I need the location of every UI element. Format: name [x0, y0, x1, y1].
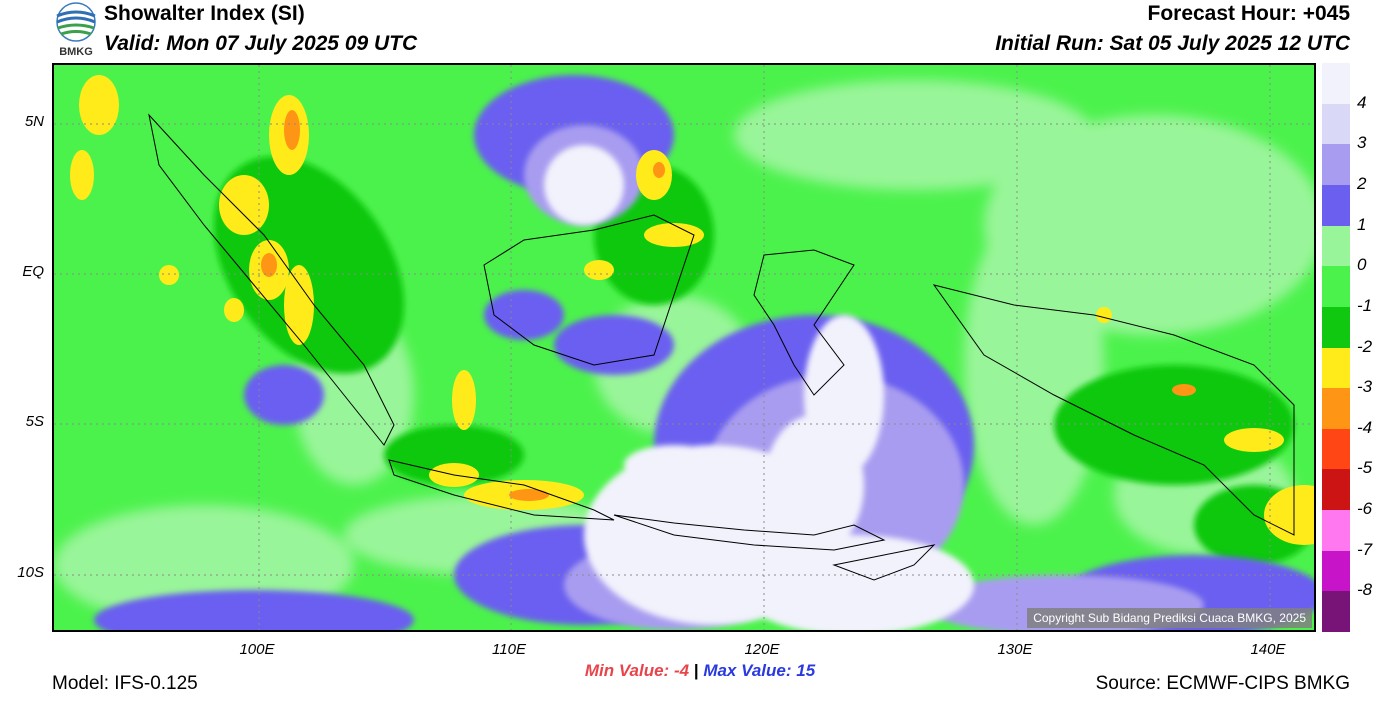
colorbar-segment	[1322, 144, 1350, 186]
colorbar-label: -7	[1357, 539, 1373, 559]
max-value: 15	[796, 661, 816, 680]
colorbar-segment	[1322, 388, 1350, 430]
white-zone	[544, 145, 974, 630]
colorbar-label: -3	[1357, 377, 1373, 397]
lon-tick-120e: 120E	[744, 641, 780, 658]
lon-tick-130e: 130E	[997, 641, 1033, 658]
colorbar-label: 3	[1357, 133, 1367, 153]
min-value: -4	[673, 661, 690, 680]
colorbar-label: -6	[1357, 499, 1373, 519]
colorbar	[1322, 63, 1350, 633]
colorbar-segment	[1322, 63, 1350, 105]
copyright-notice: Copyright Sub Bidang Prediksi Cuaca BMKG…	[1027, 608, 1312, 628]
colorbar-segment	[1322, 225, 1350, 267]
map-panel: Copyright Sub Bidang Prediksi Cuaca BMKG…	[52, 63, 1316, 632]
colorbar-segment	[1322, 550, 1350, 592]
colorbar-segment	[1322, 266, 1350, 308]
graticule	[54, 65, 1314, 630]
lat-tick-eq: EQ	[22, 263, 44, 280]
chart-title: Showalter Index (SI)	[104, 2, 305, 25]
colorbar-label: 2	[1357, 173, 1367, 193]
colorbar-segment	[1322, 591, 1350, 633]
lon-tick-100e: 100E	[239, 641, 275, 658]
min-max-readout: Min Value: -4 | Max Value: 15	[0, 661, 1400, 681]
max-value-label: Max Value:	[703, 661, 792, 680]
lon-tick-140e: 140E	[1250, 641, 1286, 658]
model-label: Model: IFS-0.125	[52, 673, 198, 694]
colorbar-label: -4	[1357, 417, 1373, 437]
colorbar-segment	[1322, 184, 1350, 227]
yellow-zone	[70, 75, 1314, 545]
colorbar-label: 1	[1357, 214, 1367, 234]
source-label: Source: ECMWF-CIPS BMKG	[1095, 673, 1350, 694]
colorbar-label: -5	[1357, 458, 1373, 478]
lat-tick-5s: 5S	[25, 413, 44, 430]
colorbar-segment	[1322, 306, 1350, 348]
coastlines	[148, 113, 1295, 581]
lat-tick-10s: 10S	[17, 564, 44, 581]
showalter-field-map	[54, 65, 1314, 630]
colorbar-segment	[1322, 428, 1350, 470]
bmkg-logo-icon	[56, 2, 96, 42]
colorbar-label: -8	[1357, 580, 1373, 600]
colorbar-segment	[1322, 103, 1350, 145]
logo-text: BMKG	[59, 46, 93, 58]
valid-time: Valid: Mon 07 July 2025 09 UTC	[104, 32, 418, 55]
min-value-label: Min Value:	[584, 661, 670, 680]
lon-tick-110e: 110E	[492, 641, 526, 658]
initial-run: Initial Run: Sat 05 July 2025 12 UTC	[995, 32, 1350, 55]
colorbar-segment	[1322, 510, 1350, 552]
colorbar-label: -1	[1357, 295, 1373, 315]
colorbar-label: 0	[1357, 255, 1367, 275]
lat-tick-5n: 5N	[24, 113, 44, 130]
light-green-zone	[54, 80, 1314, 625]
colorbar-label: 4	[1357, 92, 1367, 112]
colorbar-label: -2	[1357, 336, 1373, 356]
colorbar-segment	[1322, 469, 1350, 511]
orange-zone	[261, 110, 1196, 501]
colorbar-segment	[1322, 347, 1350, 389]
forecast-hour: Forecast Hour: +045	[1147, 2, 1351, 25]
min-max-separator: |	[693, 661, 699, 680]
